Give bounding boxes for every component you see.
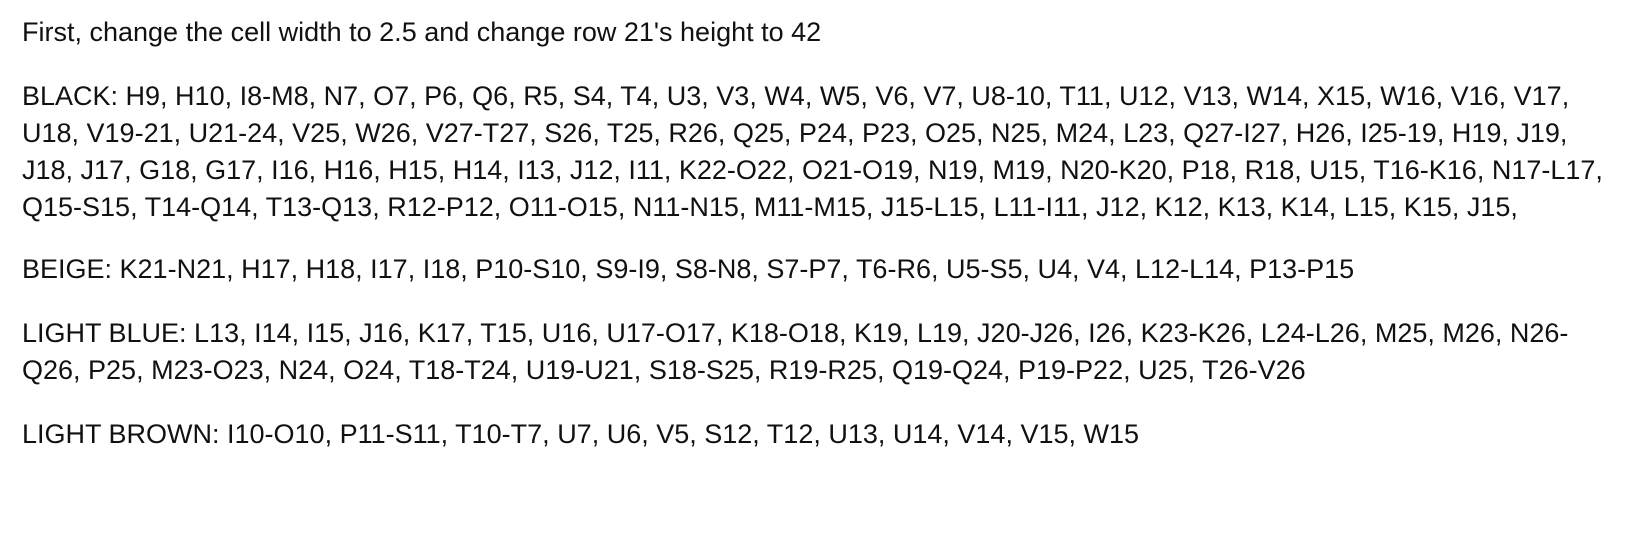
black-cells-paragraph: BLACK: H9, H10, I8-M8, N7, O7, P6, Q6, R… — [22, 81, 1603, 222]
instruction-paragraph: First, change the cell width to 2.5 and … — [22, 17, 822, 47]
light-brown-cells-paragraph: LIGHT BROWN: I10-O10, P11-S11, T10-T7, U… — [22, 419, 1140, 449]
beige-cells-paragraph: BEIGE: K21-N21, H17, H18, I17, I18, P10-… — [22, 254, 1355, 284]
light-blue-cells-paragraph: LIGHT BLUE: L13, I14, I15, J16, K17, T15… — [22, 318, 1569, 385]
